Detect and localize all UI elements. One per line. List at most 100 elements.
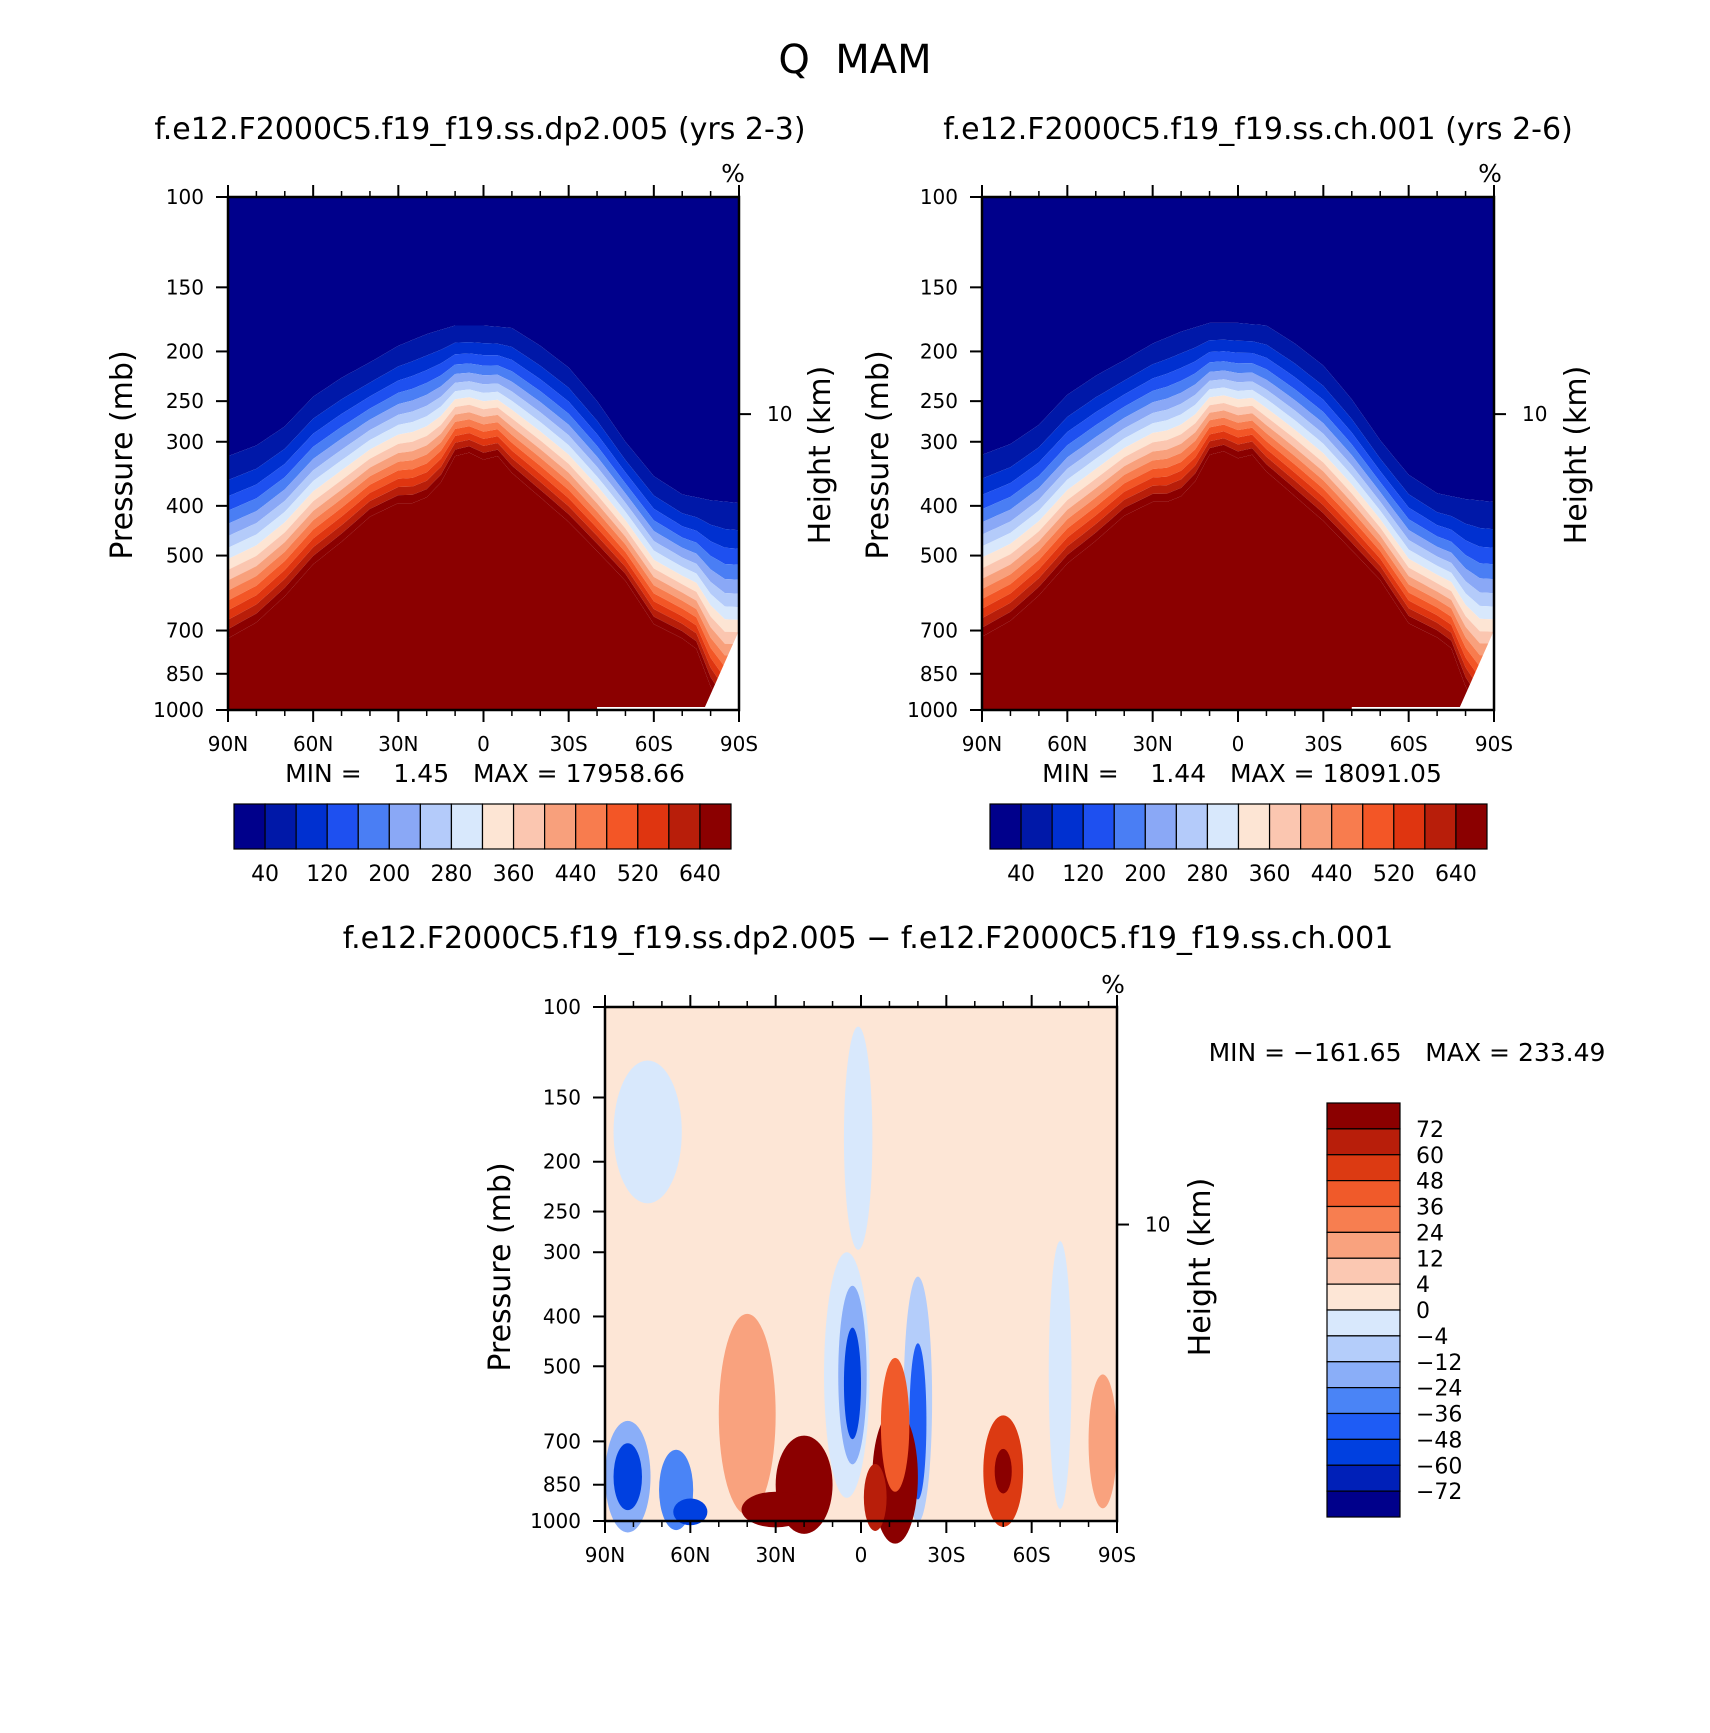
- colorbar-label: 36: [1416, 1196, 1444, 1221]
- colorbar-swatch: [699, 803, 732, 850]
- colorbar-swatch: [1237, 803, 1271, 850]
- min-max-label: MIN = 1.45 MAX = 17958.66: [285, 759, 685, 788]
- contour-blob: [880, 1357, 910, 1492]
- colorbar-label: 440: [555, 862, 597, 887]
- panel-dp2: f.e12.F2000C5.f19_f19.ss.dp2.005 (yrs 2-…: [105, 112, 838, 887]
- panel-title: f.e12.F2000C5.f19_f19.ss.dp2.005 − f.e12…: [343, 921, 1394, 956]
- y-tick-label: 300: [920, 430, 958, 454]
- colorbar-swatch: [1326, 1128, 1401, 1156]
- colorbar-label: −4: [1416, 1325, 1448, 1350]
- contour-band-saturated: [228, 452, 739, 710]
- x-tick-label: 60S: [1013, 1543, 1051, 1567]
- x-tick-label: 90N: [585, 1543, 625, 1567]
- colorbar-label: 24: [1416, 1221, 1444, 1246]
- colorbar-swatch: [1144, 803, 1177, 850]
- x-tick-label: 60N: [293, 732, 333, 756]
- panel-ch: f.e12.F2000C5.f19_f19.ss.ch.001 (yrs 2-6…: [861, 112, 1594, 887]
- figure-title: Q MAM: [778, 37, 931, 83]
- colorbar-swatch: [295, 803, 328, 850]
- y-tick-label: 850: [166, 662, 204, 686]
- colorbar-swatch: [1326, 1231, 1401, 1259]
- colorbar-swatch: [1175, 803, 1209, 850]
- x-tick-label: 90S: [720, 732, 758, 756]
- colorbar-label: 120: [306, 862, 348, 887]
- colorbar-swatch: [1082, 803, 1115, 850]
- y-tick-label: 400: [166, 494, 204, 518]
- y-tick-label: 300: [543, 1240, 581, 1264]
- contour-band-3: [228, 353, 739, 565]
- colorbar-swatch: [989, 803, 1022, 850]
- colorbar-label: 120: [1062, 862, 1104, 887]
- colorbar-swatch: [450, 803, 484, 850]
- contour-blob: [718, 1313, 776, 1515]
- x-tick-label: 30N: [755, 1543, 795, 1567]
- y-tick-label: 200: [543, 1150, 581, 1174]
- y-tick-label: 500: [920, 544, 958, 568]
- colorbar-label: −72: [1416, 1480, 1462, 1505]
- colorbar-swatch: [1326, 1490, 1401, 1518]
- contour-blob: [863, 1463, 887, 1531]
- colorbar-swatch: [1326, 1412, 1401, 1440]
- colorbar-swatch: [1326, 1361, 1401, 1389]
- colorbar-label: 280: [430, 862, 472, 887]
- y-tick-label: 1000: [530, 1509, 581, 1533]
- contour-band-2: [982, 339, 1494, 548]
- y-tick-label: 300: [166, 430, 204, 454]
- y-tick-label: 1000: [153, 698, 204, 722]
- y-tick-label: 150: [166, 275, 204, 299]
- colorbar-label: −36: [1416, 1403, 1462, 1428]
- contour-band-0: [982, 197, 1494, 502]
- y-tick-label: 400: [543, 1304, 581, 1328]
- colorbar: 40 120 200 280 360 440 520 640: [233, 803, 732, 887]
- x-tick-label: 0: [477, 732, 490, 756]
- x-tick-label: 60S: [635, 732, 673, 756]
- colorbar-swatch: [388, 803, 421, 850]
- y-tick-label: 250: [920, 389, 958, 413]
- colorbar-swatch: [1326, 1309, 1401, 1337]
- colorbar-swatch: [326, 803, 359, 850]
- colorbar-swatch: [1393, 803, 1426, 850]
- units-label: %: [1478, 159, 1502, 188]
- contour-blob: [1088, 1374, 1118, 1509]
- min-max-label: MIN = 1.44 MAX = 18091.05: [1042, 759, 1442, 788]
- colorbar-label: −24: [1416, 1377, 1462, 1402]
- contour-blob: [843, 1327, 861, 1440]
- y-axis-right-label: Height (km): [1559, 366, 1594, 545]
- y-axis-label: Pressure (mb): [105, 350, 140, 559]
- colorbar-label: 40: [1007, 862, 1035, 887]
- contour-plot: [605, 1007, 1118, 1544]
- y-tick-label: 100: [543, 995, 581, 1019]
- y-tick-label: 500: [166, 544, 204, 568]
- colorbar-label: 520: [1373, 862, 1415, 887]
- units-label: %: [721, 159, 745, 188]
- y-axis-label: Pressure (mb): [861, 350, 896, 559]
- colorbar-swatch: [481, 803, 515, 850]
- y-tick-label: 1000: [907, 698, 958, 722]
- contour-band-1: [982, 322, 1494, 530]
- x-tick-label: 90S: [1098, 1543, 1136, 1567]
- y-tick-label: 250: [543, 1200, 581, 1224]
- colorbar-swatch: [575, 803, 608, 850]
- y-tick-label: 850: [920, 662, 958, 686]
- y-tick-label: 850: [543, 1473, 581, 1497]
- colorbar-label: 0: [1416, 1299, 1430, 1324]
- x-tick-label: 90N: [962, 732, 1002, 756]
- colorbar: 40 120 200 280 360 440 520 640: [989, 803, 1488, 887]
- x-tick-label: 30S: [550, 732, 588, 756]
- colorbar-label: 4: [1416, 1273, 1430, 1298]
- contour-blob: [613, 1060, 682, 1204]
- colorbar-label: 40: [251, 862, 279, 887]
- y-right-tick-label: 10: [767, 402, 792, 426]
- colorbar-swatch: [1326, 1102, 1401, 1130]
- plot-axes: 90N 60N 30N 0 30S 60S 90S 100 150 200 250 300 400 500…: [153, 185, 792, 756]
- x-tick-label: 0: [1232, 732, 1245, 756]
- colorbar-swatch: [1051, 803, 1084, 850]
- colorbar-swatch: [1331, 803, 1364, 850]
- contour-blob: [843, 1026, 873, 1250]
- colorbar-swatch: [1326, 1387, 1401, 1415]
- surface-mask: [1351, 630, 1494, 710]
- contour-band-0: [228, 197, 739, 504]
- x-tick-label: 90N: [208, 732, 248, 756]
- colorbar-label: 360: [493, 862, 535, 887]
- y-tick-label: 700: [920, 619, 958, 643]
